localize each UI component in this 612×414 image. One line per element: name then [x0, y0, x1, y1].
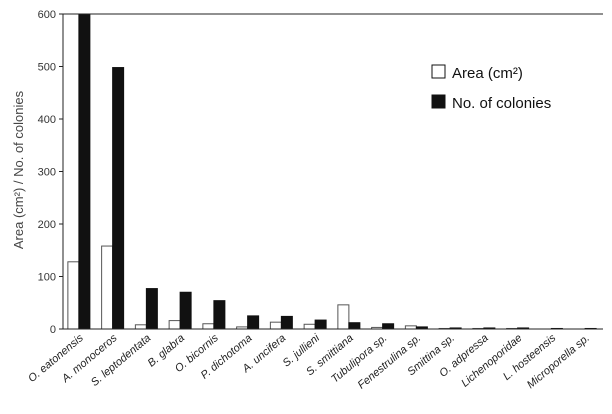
y-axis: 0 100 200 300 400 500 600 [38, 9, 63, 336]
bar-colonies [348, 322, 361, 330]
y-tick-label: 100 [38, 272, 56, 284]
legend-label-area: Area (cm²) [452, 65, 523, 82]
y-tick-label: 400 [38, 114, 56, 126]
bar-colonies [314, 319, 327, 330]
bar-colonies [179, 291, 192, 330]
axes [62, 13, 603, 330]
bar-area [337, 304, 350, 330]
y-tick-label: 0 [50, 324, 56, 336]
x-tick-label: O. eatonensis [26, 332, 86, 385]
bar-colonies [112, 67, 125, 330]
y-tick-label: 300 [38, 167, 56, 179]
bar-colonies [280, 315, 293, 330]
legend: Area (cm²) No. of colonies [431, 64, 551, 112]
bar-colonies [213, 300, 226, 330]
bar-area [101, 245, 114, 330]
legend-swatch-area [431, 64, 446, 79]
bar-colonies [145, 288, 158, 330]
y-axis-label: Area (cm²) / No. of colonies [11, 90, 26, 249]
bar-area [202, 323, 215, 330]
y-tick-label: 200 [38, 219, 56, 231]
bar-area [134, 324, 147, 330]
x-tick-label: Lichenoporidae [459, 332, 524, 390]
bar-area [269, 321, 282, 330]
bar-area [67, 261, 80, 330]
x-tick-label: S. leptodentata [89, 332, 153, 389]
bar-area [303, 323, 316, 330]
y-tick-label: 500 [38, 62, 56, 74]
bar-colonies [382, 323, 395, 330]
bar-area [168, 320, 181, 330]
x-tick-label: Microporella sp. [525, 332, 592, 391]
bar-colonies [78, 13, 91, 330]
legend-label-colonies: No. of colonies [452, 95, 551, 112]
bar-colonies [247, 315, 260, 330]
bars [67, 13, 597, 330]
legend-swatch-colonies [431, 94, 446, 109]
y-tick-label: 600 [38, 9, 56, 21]
